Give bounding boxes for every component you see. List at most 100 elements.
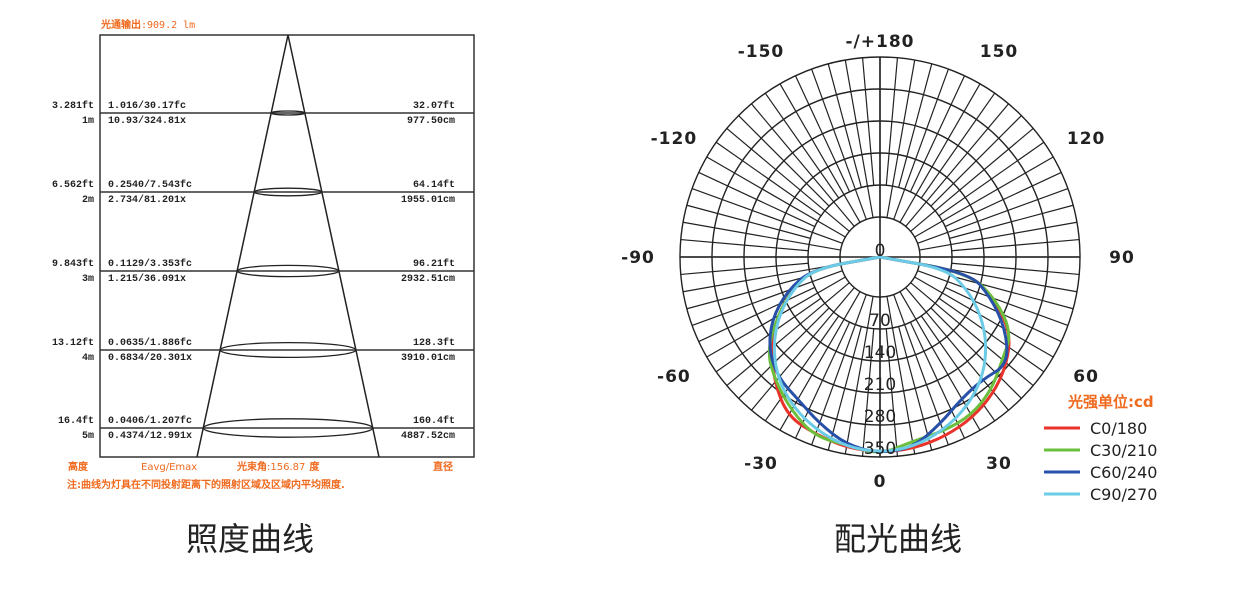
height-ft: 13.12ft (52, 337, 94, 349)
polar-spoke (898, 326, 933, 451)
diameter-cm: 4887.52cm (401, 431, 455, 442)
illuminance-fc: 0.1129/3.353fc (108, 258, 192, 270)
polar-spoke (779, 83, 861, 223)
height-m: 2m (82, 195, 94, 206)
polar-spoke (726, 282, 850, 387)
polar-spoke (682, 221, 841, 251)
polar-spoke (706, 156, 846, 238)
polar-spoke (910, 127, 1034, 232)
polar-spoke (898, 63, 933, 188)
diameter-ft: 64.14ft (413, 179, 455, 191)
legend-label: C30/210 (1090, 441, 1157, 460)
illuminance-fc: 0.0406/1.207fc (108, 415, 192, 427)
polar-spoke (844, 296, 874, 455)
polar-spoke (905, 103, 1010, 227)
polar-spoke (910, 282, 1034, 387)
diameter-ft: 128.3ft (413, 337, 455, 349)
illuminance-caption: 照度曲线 (186, 520, 315, 558)
height-ft: 9.843ft (52, 258, 94, 270)
polar-spoke (764, 315, 840, 422)
illuminance-fc: 1.016/30.17fc (108, 100, 186, 112)
polar-spoke (750, 287, 855, 411)
polar-spoke (861, 57, 875, 186)
series-curve-C90-270 (772, 255, 988, 453)
polar-spoke (682, 263, 841, 293)
polar-spoke (914, 156, 1054, 238)
legend-label: C90/270 (1090, 485, 1157, 504)
radial-tick-label: 140 (864, 343, 896, 363)
polar-spoke (893, 68, 949, 220)
polar-spoke (899, 83, 981, 223)
angle-label: -30 (744, 454, 778, 474)
polar-spoke (827, 326, 862, 451)
height-m: 5m (82, 431, 94, 442)
height-m: 1m (82, 116, 94, 127)
polar-spoke (827, 63, 862, 188)
polar-spoke (945, 171, 1062, 228)
polar-spoke (691, 188, 843, 244)
diameter-ft: 96.21ft (413, 258, 455, 270)
angle-label: -120 (651, 129, 698, 149)
diagram-note: 注:曲线为灯具在不同投射距离下的照射区域及区域内平均照度. (67, 478, 345, 491)
polar-spoke (680, 238, 809, 252)
angle-label: -60 (657, 367, 691, 387)
beam-left-edge (196, 34, 289, 458)
legend-label: C0/180 (1090, 419, 1147, 438)
polar-spoke (726, 127, 850, 232)
angle-label: 120 (1067, 129, 1106, 149)
illuminance-lx: 1.215/36.091x (108, 273, 186, 285)
footer-beam-angle: 光束角:156.87 度 (236, 460, 320, 473)
illuminance-lx: 2.734/81.201x (108, 194, 186, 206)
diameter-cm: 977.50cm (407, 116, 455, 127)
polar-spoke (930, 307, 1022, 399)
radial-tick-label: 0 (875, 241, 886, 261)
polar-spoke (811, 294, 867, 446)
legend-label: C60/240 (1090, 463, 1157, 482)
polar-spoke (738, 307, 830, 399)
angle-label: 0 (874, 472, 887, 492)
angle-label: -/+180 (846, 32, 915, 52)
polar-spoke (917, 188, 1069, 244)
polar-spoke (698, 286, 815, 343)
diameter-ft: 160.4ft (413, 415, 455, 427)
polar-spoke (938, 141, 1045, 217)
beam-ellipse (253, 187, 323, 197)
height-ft: 3.281ft (52, 100, 94, 112)
legend-unit-label: 光强单位:cd (1067, 393, 1154, 411)
polar-spoke (885, 328, 899, 457)
illuminance-fc: 0.0635/1.886fc (108, 337, 192, 349)
polar-spoke (738, 115, 830, 207)
angle-label: -90 (621, 248, 655, 268)
footer-height: 高度 (68, 460, 89, 473)
illuminance-lx: 0.6834/20.301x (108, 352, 192, 364)
illuminance-diagram: 光通输出:909.2 lm 3.281ft 1m 1.016/30.17fc 10.9… (52, 18, 475, 491)
angle-label: 30 (986, 454, 1012, 474)
luminous-flux-label: 光通输出:909.2 lm (100, 18, 195, 31)
polar-caption: 配光曲线 (834, 520, 963, 558)
illuminance-lx: 0.4374/12.991x (108, 430, 192, 442)
polar-spoke (686, 204, 811, 239)
diagram-frame (99, 34, 475, 458)
polar-spoke (691, 270, 843, 326)
illuminance-lx: 10.93/324.81x (108, 115, 186, 127)
polar-spoke (951, 262, 1080, 276)
polar-spoke (949, 275, 1074, 310)
polar-spoke (930, 115, 1022, 207)
angle-label: -150 (738, 42, 785, 62)
diameter-cm: 1955.01cm (401, 195, 455, 206)
polar-spoke (938, 297, 1045, 373)
polar-chart: 0 70 140 210 280 350 -/+180 -150 150 -120 120 -90 90… (621, 32, 1157, 504)
footer-diameter: 直径 (433, 460, 453, 473)
height-ft: 16.4ft (58, 415, 94, 427)
polar-spoke (909, 75, 966, 192)
radial-tick-label: 350 (864, 439, 896, 459)
beam-right-edge (287, 34, 380, 458)
polar-spoke (794, 75, 851, 192)
polar-spoke (886, 59, 916, 218)
polar-spoke (861, 328, 875, 457)
polar-spoke (706, 276, 846, 358)
beam-ellipse (270, 110, 306, 116)
polar-spoke (951, 238, 1080, 252)
